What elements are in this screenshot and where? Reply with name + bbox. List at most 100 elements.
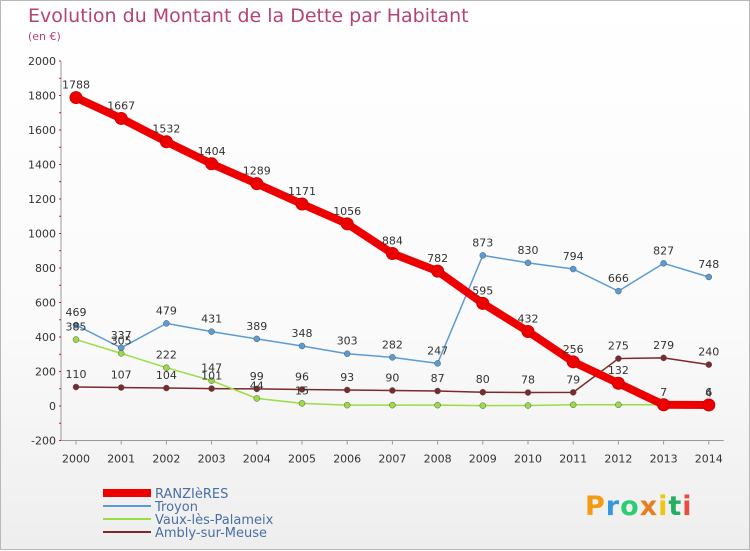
data-point	[72, 321, 80, 329]
data-point	[569, 389, 577, 396]
data-point	[524, 259, 532, 267]
data-point	[431, 264, 445, 278]
data-label: 279	[653, 339, 674, 352]
data-point	[611, 376, 625, 390]
data-label: 44	[250, 379, 264, 392]
data-label: 830	[518, 244, 539, 257]
data-point	[660, 260, 667, 267]
proxiti-logo: Proxiti	[585, 491, 693, 522]
x-tick-label: 2005	[288, 453, 316, 466]
legend-label: Vaux-lès-Palameix	[155, 513, 274, 528]
data-point	[117, 344, 125, 352]
data-label: 303	[337, 335, 358, 348]
data-point	[476, 296, 490, 310]
legend-label: RANZIèRES	[155, 487, 228, 502]
data-point	[343, 350, 351, 357]
x-tick-label: 2006	[333, 453, 361, 466]
data-point	[69, 91, 83, 105]
data-label: 6	[705, 386, 712, 399]
data-point	[117, 384, 125, 391]
data-point	[298, 400, 306, 407]
chart-subtitle: (en €)	[28, 30, 61, 43]
y-tick-label: 1000	[28, 228, 56, 241]
data-point	[163, 364, 170, 371]
data-label: 884	[382, 235, 403, 248]
data-label: 222	[156, 349, 177, 362]
x-tick-label: 2007	[378, 453, 406, 466]
data-label: 431	[201, 313, 222, 326]
logo-letter: r	[605, 491, 621, 522]
data-point	[569, 401, 577, 409]
data-label: 1056	[333, 205, 361, 218]
data-point	[569, 265, 577, 273]
data-point	[521, 324, 535, 338]
data-label: 305	[111, 334, 132, 347]
data-label: 99	[250, 370, 264, 383]
x-tick-label: 2013	[650, 453, 678, 466]
logo-letter: t	[668, 491, 683, 522]
data-label: 4	[705, 386, 712, 399]
data-label: 479	[156, 304, 177, 317]
data-label: 1788	[62, 79, 90, 92]
data-point	[114, 111, 128, 125]
data-point	[524, 389, 532, 396]
data-label: 240	[698, 346, 719, 359]
y-tick-label: -200	[31, 435, 56, 448]
data-label: 79	[566, 373, 580, 386]
data-point	[385, 247, 399, 261]
data-point	[615, 287, 622, 295]
data-label: 93	[340, 371, 354, 384]
y-tick-label: 1200	[28, 193, 56, 206]
data-label: 107	[111, 369, 132, 382]
y-tick-label: 200	[35, 366, 56, 379]
data-label: 101	[201, 370, 222, 383]
data-point	[479, 402, 487, 409]
data-point	[117, 350, 125, 357]
legend-label: Troyon	[154, 500, 198, 515]
data-point	[72, 336, 80, 343]
logo-letter: x	[639, 491, 659, 522]
data-label: 389	[246, 320, 267, 333]
data-point	[208, 377, 215, 384]
data-point	[253, 335, 261, 343]
data-label: 385	[66, 321, 87, 334]
x-tick-label: 2014	[695, 453, 723, 466]
data-label: 348	[292, 327, 313, 340]
y-tick-label: 0	[49, 400, 56, 413]
data-label: 666	[608, 272, 629, 285]
logo-letter: o	[620, 491, 640, 522]
data-point	[705, 361, 713, 368]
data-label: 1171	[288, 185, 316, 198]
data-label: 827	[653, 244, 674, 257]
data-label: 1404	[198, 145, 226, 158]
y-tick-label: 600	[35, 297, 56, 310]
data-point	[253, 395, 261, 402]
logo-letter: i	[682, 491, 693, 522]
data-point	[657, 398, 671, 412]
data-label: 282	[382, 338, 403, 351]
data-point	[208, 385, 215, 392]
data-label: 104	[156, 369, 177, 382]
data-point	[208, 328, 215, 335]
data-point	[298, 386, 306, 393]
data-point	[343, 386, 351, 394]
data-label: 80	[476, 373, 490, 386]
data-point	[615, 355, 622, 362]
data-point	[389, 387, 396, 394]
data-point	[343, 401, 351, 409]
data-point	[295, 197, 309, 211]
logo-letter: i	[658, 491, 669, 522]
data-label: 132	[608, 364, 629, 377]
data-point	[479, 388, 487, 396]
data-point	[159, 135, 173, 149]
data-point	[615, 401, 622, 409]
y-tick-label: 800	[35, 262, 56, 275]
data-point	[253, 385, 261, 393]
data-point	[389, 354, 396, 361]
x-tick-label: 2002	[152, 453, 180, 466]
data-point	[566, 355, 580, 369]
data-point	[163, 320, 170, 327]
data-point	[389, 401, 396, 409]
data-point	[250, 177, 264, 191]
